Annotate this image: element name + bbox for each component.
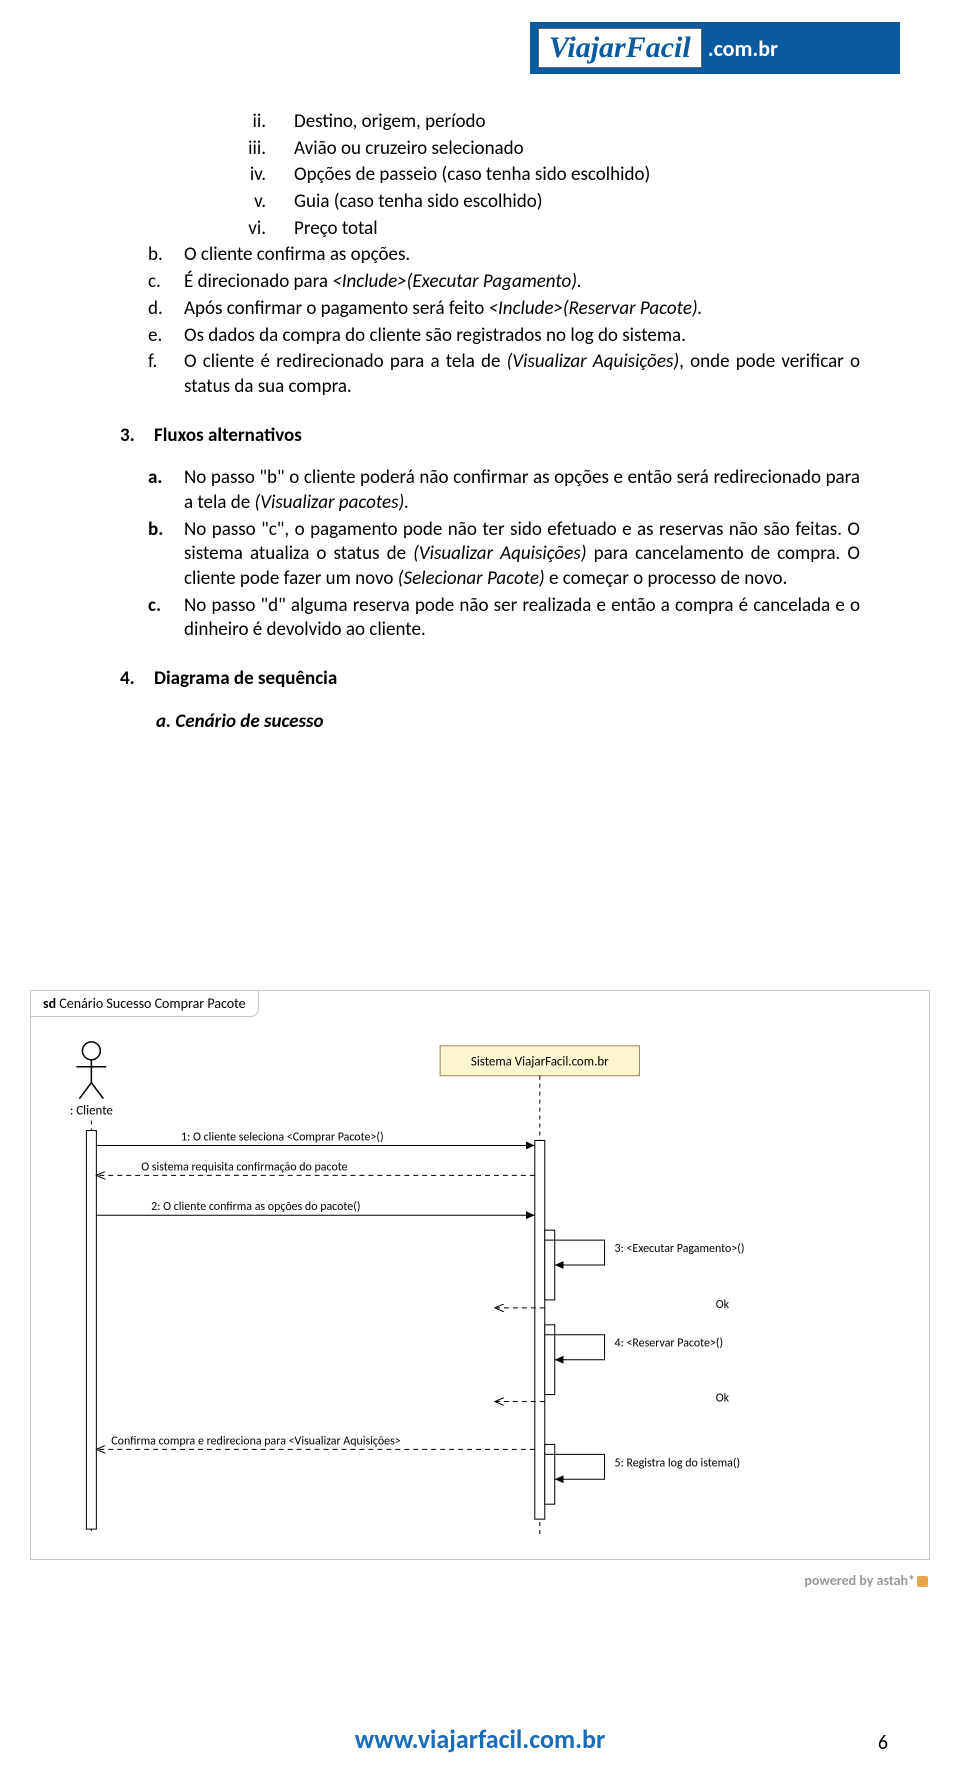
diagram-tab-title: Cenário Sucesso Comprar Pacote xyxy=(59,995,245,1012)
letter-text: Os dados da compra do cliente são regist… xyxy=(184,324,860,349)
letter-item: b. O cliente confirma as opções. xyxy=(148,243,860,268)
letter-item: c. No passo "d" alguma reserva pode não s… xyxy=(148,594,860,643)
letter-item: b.No passo "c", o pagamento pode não ter… xyxy=(148,518,860,592)
letter-label: c. xyxy=(148,594,170,643)
roman-text: Avião ou cruzeiro selecionado xyxy=(294,137,524,162)
letter-label: c. xyxy=(148,270,170,295)
astah-icon xyxy=(917,1576,928,1587)
activation-nest-3 xyxy=(545,1444,555,1504)
letter-text: No passo "c", o pagamento pode não ter s… xyxy=(184,518,860,592)
return-2-label: Confirma compra e redireciona para <Visu… xyxy=(111,1434,400,1448)
heading-text: Fluxos alternativos xyxy=(154,424,302,449)
letter-text: No passo "d" alguma reserva pode não ser… xyxy=(184,594,860,643)
letter-label: d. xyxy=(148,297,170,322)
roman-label: v. xyxy=(220,190,266,215)
letter-label: b. xyxy=(148,243,170,268)
roman-item: iv. Opções de passeio (caso tenha sido es… xyxy=(220,163,860,188)
sub-heading-a: a. Cenário de sucesso xyxy=(156,710,860,735)
roman-label: iii. xyxy=(220,137,266,162)
logo-brand: ViajarFacil xyxy=(538,28,702,68)
roman-label: vi. xyxy=(220,217,266,242)
roman-item: iii. Avião ou cruzeiro selecionado xyxy=(220,137,860,162)
letter-text: É direcionado para <Include>(Executar Pa… xyxy=(184,270,860,295)
heading-num: 4. xyxy=(120,667,144,692)
activation-cliente xyxy=(86,1131,96,1530)
letter-text: Após confirmar o pagamento será feito <I… xyxy=(184,297,860,322)
roman-list: ii. Destino, origem, período iii. Avião ou… xyxy=(220,110,860,241)
letter-text: O cliente é redirecionado para a tela de… xyxy=(184,350,860,399)
letter-text: No passo "b" o cliente poderá não confir… xyxy=(184,466,860,515)
sequence-diagram: sd Cenário Sucesso Comprar Pacote : Clie… xyxy=(30,990,930,1560)
letter-list-1: b. O cliente confirma as opções. c. É dire… xyxy=(148,243,860,399)
sub-text: Cenário de sucesso xyxy=(175,710,323,733)
msg-3-label: 3: <Executar Pagamento>() xyxy=(615,1242,745,1256)
footer: www.viajarfacil.com.br 6 xyxy=(0,1723,960,1755)
roman-item: ii. Destino, origem, período xyxy=(220,110,860,135)
msg-5-label: 5: Registra log do istema() xyxy=(615,1456,741,1470)
roman-item: vi. Preço total xyxy=(220,217,860,242)
return-1-label: O sistema requisita confirmação do pacot… xyxy=(141,1160,347,1174)
roman-text: Opções de passeio (caso tenha sido escol… xyxy=(294,163,650,188)
diagram-tab: sd Cenário Sucesso Comprar Pacote xyxy=(31,991,259,1017)
letter-item: d. Após confirmar o pagamento será feito … xyxy=(148,297,860,322)
system-box-label: Sistema ViajarFacil.com.br xyxy=(471,1055,609,1070)
roman-text: Destino, origem, período xyxy=(294,110,486,135)
heading-text: Diagrama de sequência xyxy=(154,667,337,692)
letter-list-2: a. No passo "b" o cliente poderá não conf… xyxy=(148,466,860,643)
roman-text: Guia (caso tenha sido escolhido) xyxy=(294,190,543,215)
letter-item: e. Os dados da compra do cliente são regi… xyxy=(148,324,860,349)
return-ok1-label: Ok xyxy=(716,1298,730,1312)
actor-icon xyxy=(76,1042,106,1099)
heading-3: 3. Fluxos alternativos xyxy=(120,424,860,449)
letter-label: b. xyxy=(148,518,170,592)
actor-label: : Cliente xyxy=(70,1104,113,1119)
astah-watermark: powered by astah* xyxy=(804,1572,928,1589)
msg-2-label: 2: O cliente confirma as opções do pacot… xyxy=(151,1200,360,1214)
roman-label: ii. xyxy=(220,110,266,135)
header-logo: ViajarFacil .com.br xyxy=(530,22,900,74)
logo-suffix: .com.br xyxy=(708,35,778,62)
footer-url: www.viajarfacil.com.br xyxy=(0,1723,960,1755)
letter-item: c. É direcionado para <Include>(Executar … xyxy=(148,270,860,295)
msg-1-label: 1: O cliente seleciona <Comprar Pacote>(… xyxy=(181,1130,384,1144)
return-ok2-label: Ok xyxy=(716,1392,730,1406)
diagram-tab-prefix: sd xyxy=(43,995,56,1012)
page-number: 6 xyxy=(878,1731,888,1755)
roman-label: iv. xyxy=(220,163,266,188)
diagram-svg: : Cliente Sistema ViajarFacil.com.br 1: … xyxy=(31,991,929,1559)
roman-text: Preço total xyxy=(294,217,378,242)
letter-label: a. xyxy=(148,466,170,515)
activation-nest-1 xyxy=(545,1230,555,1300)
letter-text: O cliente confirma as opções. xyxy=(184,243,860,268)
heading-num: 3. xyxy=(120,424,144,449)
letter-label: f. xyxy=(148,350,170,399)
letter-item: f. O cliente é redirecionado para a tela … xyxy=(148,350,860,399)
sub-label: a. xyxy=(156,710,171,733)
astah-text: powered by astah* xyxy=(804,1572,915,1589)
msg-4-label: 4: <Reservar Pacote>() xyxy=(615,1337,724,1351)
letter-item: a. No passo "b" o cliente poderá não conf… xyxy=(148,466,860,515)
document-content: ii. Destino, origem, período iii. Avião ou… xyxy=(120,110,860,744)
roman-item: v. Guia (caso tenha sido escolhido) xyxy=(220,190,860,215)
heading-4: 4. Diagrama de sequência xyxy=(120,667,860,692)
activation-system xyxy=(535,1140,545,1519)
letter-label: e. xyxy=(148,324,170,349)
